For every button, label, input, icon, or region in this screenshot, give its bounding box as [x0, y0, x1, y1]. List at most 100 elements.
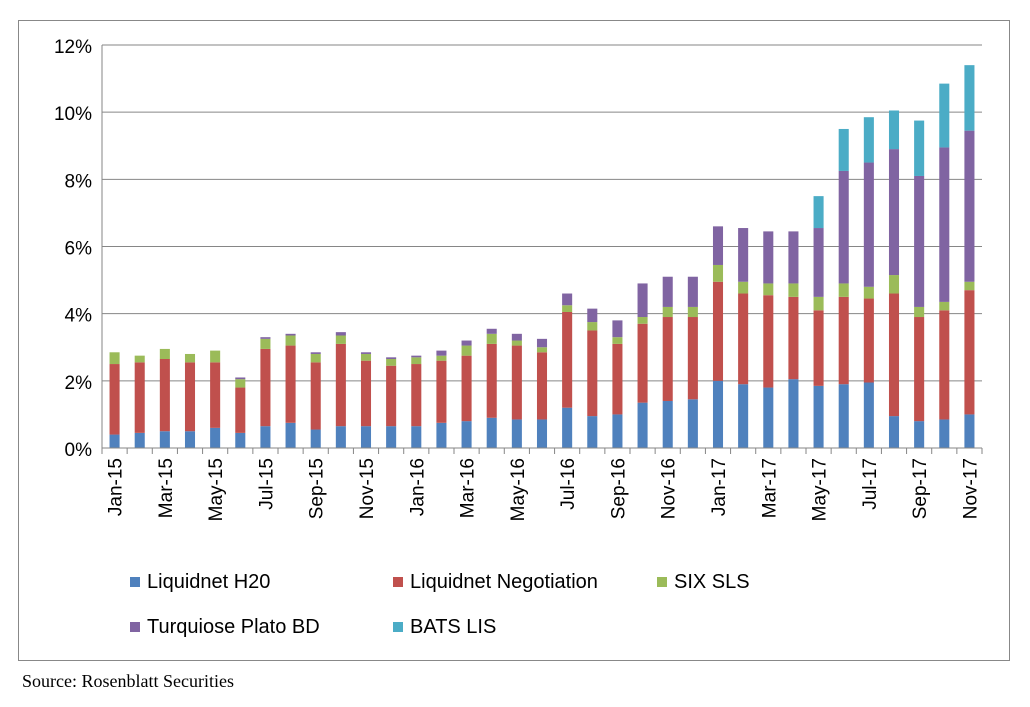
bar-segment: [210, 362, 221, 428]
bar-segment: [788, 296, 799, 380]
bar-segment: [939, 83, 950, 148]
bar-segment: [914, 120, 925, 176]
bar-segment: [863, 298, 874, 383]
bar-segment: [511, 419, 522, 448]
bar-segment: [964, 290, 975, 415]
bar-segment: [838, 296, 849, 385]
bar-segment: [687, 306, 698, 318]
bar-segment: [436, 355, 447, 361]
legend-swatch: [657, 577, 667, 587]
bar-segment: [587, 330, 598, 417]
bar-segment: [360, 352, 372, 354]
x-tick-label: Jan-16: [407, 458, 428, 516]
bar-segment: [914, 175, 925, 307]
bar-segment: [461, 355, 472, 422]
bar-segment: [486, 343, 497, 418]
bar-segment: [788, 283, 799, 297]
bar-segment: [210, 350, 221, 363]
y-tick-label: 8%: [65, 171, 93, 192]
bar-segment: [964, 65, 975, 131]
x-tick-label: Nov-16: [659, 458, 680, 519]
bar-segment: [210, 427, 221, 448]
bar-segment: [838, 128, 849, 171]
bar-segment: [738, 228, 749, 282]
x-tick-label: Jul-16: [558, 458, 579, 510]
bar-segment: [386, 357, 397, 359]
bar-segment: [386, 426, 397, 448]
bar-segment: [386, 359, 397, 366]
bar-segment: [813, 228, 824, 297]
bar-segment: [235, 377, 246, 380]
bar-segment: [511, 340, 522, 346]
bar-segment: [310, 362, 321, 430]
bar-segment: [612, 414, 623, 448]
bar-segment: [285, 333, 296, 336]
bar-segment: [813, 196, 824, 229]
bar-segment: [637, 323, 648, 403]
bar-segment: [360, 353, 372, 361]
bar-segment: [813, 385, 824, 448]
bar-segment: [260, 426, 271, 448]
y-tick-label: 12%: [54, 37, 92, 58]
bar-segment: [687, 276, 698, 307]
bar-segment: [562, 305, 573, 312]
bar-segment: [964, 414, 975, 448]
bar-segment: [712, 380, 724, 448]
bar-segment: [863, 382, 874, 448]
bar-segment: [863, 117, 874, 163]
bar-segment: [863, 162, 874, 287]
bar-segment: [838, 170, 849, 284]
bar-segment: [411, 364, 422, 427]
bar-segment: [285, 422, 296, 448]
bar-segment: [788, 379, 799, 448]
bar-segment: [134, 432, 145, 448]
bar-segment: [662, 317, 673, 401]
x-tick-label: Jan-17: [709, 458, 730, 516]
bar-segment: [335, 332, 346, 336]
bar-segment: [159, 431, 170, 448]
legend-swatch: [130, 577, 140, 587]
source-note: Source: Rosenblatt Securities: [22, 671, 234, 691]
bar-segment: [813, 296, 824, 311]
bar-segment: [662, 306, 673, 318]
legend-label: SIX SLS: [674, 571, 750, 593]
bar-segment: [436, 360, 447, 423]
bar-segment: [436, 422, 447, 448]
bar-segment: [964, 281, 975, 291]
bar-segment: [788, 231, 799, 284]
bar-segment: [612, 343, 623, 415]
y-tick-label: 0%: [65, 440, 93, 461]
bar-segment: [360, 426, 372, 448]
x-tick-label: Sep-15: [307, 458, 328, 519]
bar-segment: [335, 343, 346, 427]
bar-segment: [964, 130, 975, 282]
bar-segment: [486, 417, 497, 448]
legend-label: Liquidnet H20: [147, 571, 270, 593]
legend-swatch: [130, 622, 140, 632]
bar-segment: [888, 416, 900, 448]
x-tick-label: Mar-17: [759, 458, 780, 518]
x-tick-label: Mar-15: [156, 458, 177, 518]
bar-segment: [134, 355, 145, 363]
x-tick-label: Nov-17: [960, 458, 981, 519]
bar-segment: [260, 337, 271, 339]
bar-segment: [184, 362, 196, 432]
bar-segment: [888, 293, 900, 417]
bar-segment: [813, 310, 824, 386]
bar-segment: [511, 345, 522, 420]
legend-label: Turquiose Plato BD: [147, 616, 320, 638]
bar-segment: [687, 399, 698, 448]
y-tick-label: 4%: [65, 306, 93, 327]
bar-segment: [159, 348, 170, 359]
bar-segment: [662, 400, 673, 448]
y-tick-label: 10%: [54, 104, 92, 125]
bar-segment: [235, 379, 246, 388]
x-tick-label: Jul-15: [256, 458, 277, 510]
bar-segment: [109, 352, 120, 365]
bar-segment: [335, 426, 346, 448]
bar-segment: [260, 338, 271, 349]
bar-segment: [360, 360, 372, 427]
bar-segment: [888, 110, 900, 150]
bar-segment: [587, 416, 598, 448]
